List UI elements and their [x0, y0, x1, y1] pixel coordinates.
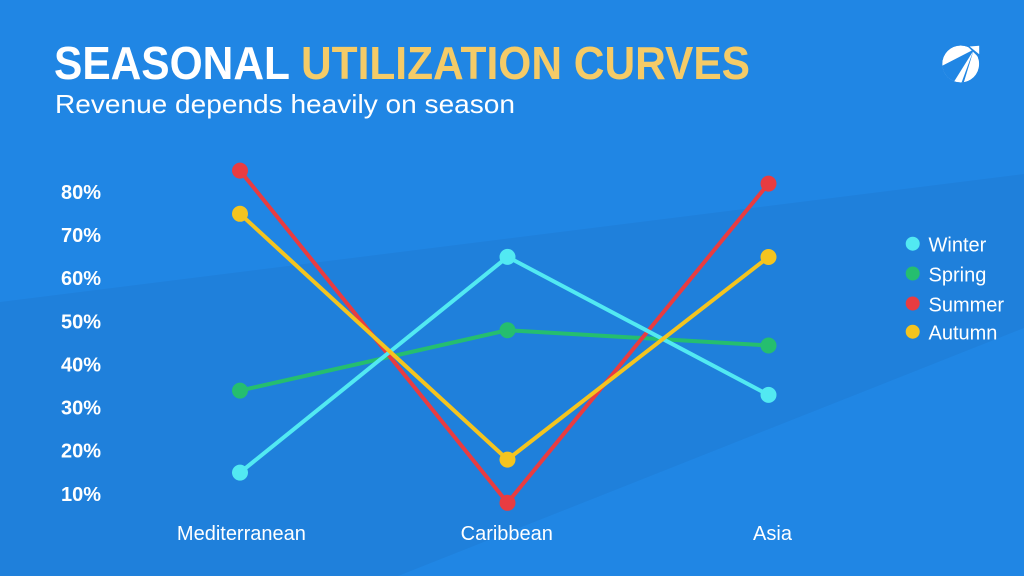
- svg-text:Asia: Asia: [753, 523, 793, 545]
- svg-text:70%: 70%: [61, 225, 101, 247]
- svg-text:30%: 30%: [61, 398, 101, 420]
- svg-text:80%: 80%: [61, 182, 101, 204]
- svg-text:Autumn: Autumn: [929, 323, 998, 345]
- svg-text:40%: 40%: [61, 354, 101, 376]
- svg-text:Winter: Winter: [929, 235, 987, 257]
- svg-text:Caribbean: Caribbean: [461, 523, 553, 545]
- svg-text:Mediterranean: Mediterranean: [177, 523, 306, 545]
- svg-text:10%: 10%: [61, 484, 101, 506]
- svg-text:Revenue depends heavily on sea: Revenue depends heavily on season: [55, 89, 515, 119]
- svg-text:Summer: Summer: [929, 295, 1005, 317]
- svg-text:20%: 20%: [61, 441, 101, 463]
- svg-text:Spring: Spring: [929, 265, 987, 287]
- svg-text:60%: 60%: [61, 268, 101, 290]
- svg-text:SEASONAL UTILIZATION CURVES: SEASONAL UTILIZATION CURVES: [54, 37, 750, 89]
- svg-text:50%: 50%: [61, 311, 101, 333]
